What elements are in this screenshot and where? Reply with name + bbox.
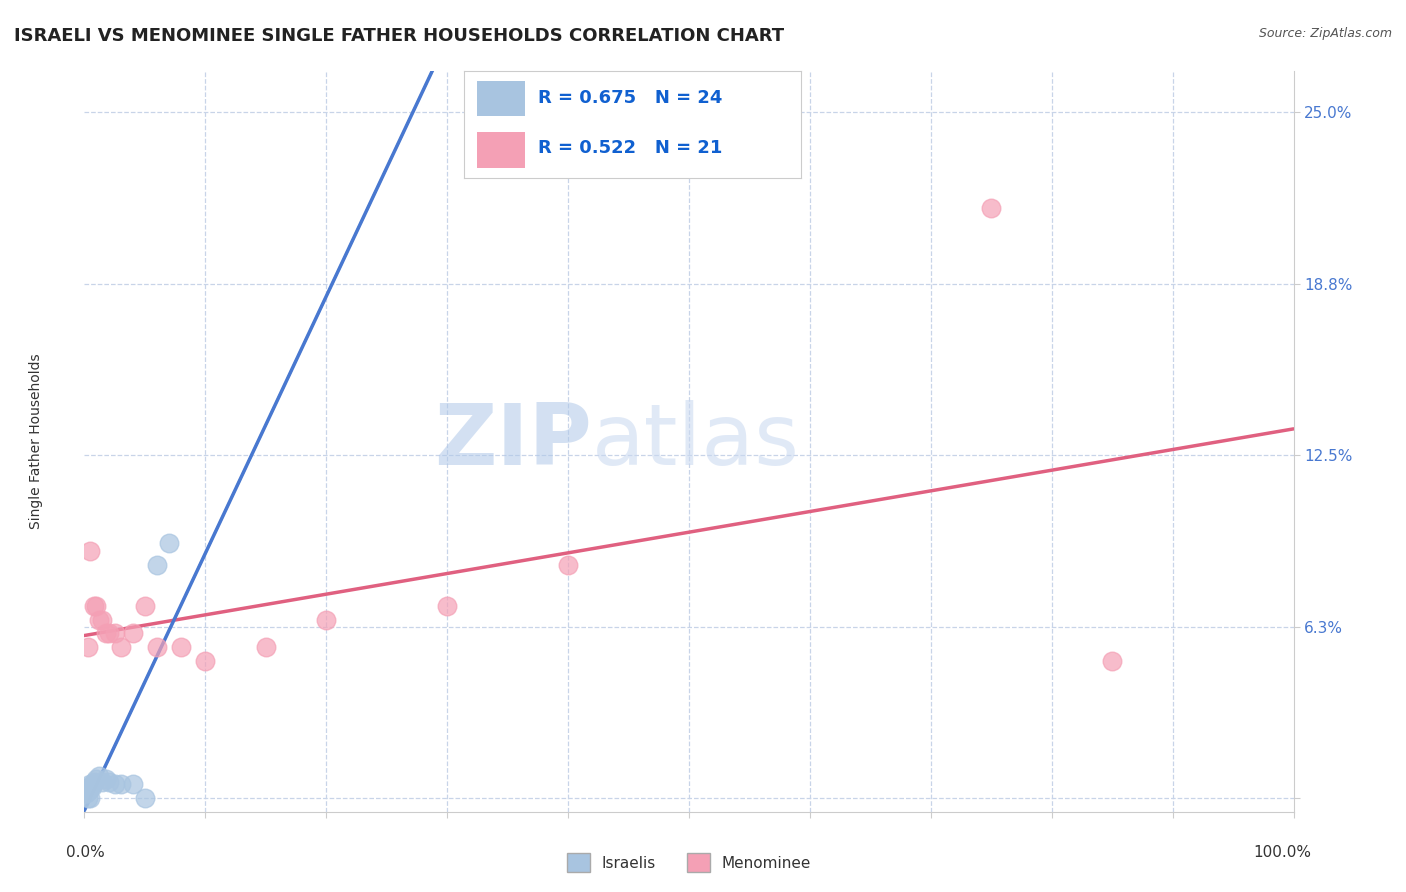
Point: [77, 782, 100, 797]
Text: atlas: atlas: [592, 400, 800, 483]
Point: [104, 777, 127, 791]
Point: [77, 780, 100, 794]
Point: [86, 772, 108, 786]
Point: [82, 777, 104, 791]
Point: [110, 777, 132, 791]
Point: [77, 791, 100, 805]
Point: [79, 777, 101, 791]
Point: [121, 626, 143, 640]
Point: [80, 780, 103, 794]
Point: [79, 544, 101, 558]
Point: [76, 782, 98, 797]
Point: [75, 785, 97, 799]
Point: [170, 640, 193, 655]
Text: ZIP: ZIP: [434, 400, 592, 483]
Text: 100.0%: 100.0%: [1254, 845, 1312, 860]
Point: [97, 774, 120, 789]
Point: [194, 654, 217, 668]
Point: [94, 626, 117, 640]
Point: [1101, 654, 1123, 668]
Text: Source: ZipAtlas.com: Source: ZipAtlas.com: [1258, 27, 1392, 40]
Point: [94, 772, 117, 786]
Point: [110, 640, 132, 655]
Text: R = 0.522   N = 21: R = 0.522 N = 21: [538, 139, 723, 157]
Point: [104, 626, 127, 640]
FancyBboxPatch shape: [478, 81, 524, 116]
Point: [254, 640, 277, 655]
Point: [87, 613, 110, 627]
Point: [557, 558, 579, 572]
Point: [157, 536, 180, 550]
Point: [134, 599, 156, 613]
Text: R = 0.675   N = 24: R = 0.675 N = 24: [538, 89, 723, 107]
Point: [97, 626, 120, 640]
Point: [436, 599, 458, 613]
Point: [83, 774, 105, 789]
Text: 0.0%: 0.0%: [66, 845, 105, 860]
Point: [121, 777, 143, 791]
Point: [134, 791, 156, 805]
Point: [76, 782, 98, 797]
Point: [146, 558, 169, 572]
FancyBboxPatch shape: [478, 132, 524, 168]
Point: [83, 599, 105, 613]
Legend: Israelis, Menominee: Israelis, Menominee: [561, 847, 817, 878]
Text: ISRAELI VS MENOMINEE SINGLE FATHER HOUSEHOLDS CORRELATION CHART: ISRAELI VS MENOMINEE SINGLE FATHER HOUSE…: [14, 27, 785, 45]
Text: Single Father Households: Single Father Households: [30, 354, 44, 529]
Point: [315, 613, 337, 627]
Point: [980, 202, 1002, 216]
Point: [91, 613, 114, 627]
Point: [75, 785, 97, 799]
Point: [77, 782, 100, 797]
Point: [146, 640, 169, 655]
Point: [77, 640, 100, 655]
Point: [79, 791, 101, 805]
Point: [91, 774, 114, 789]
Point: [87, 769, 110, 783]
Point: [86, 599, 108, 613]
